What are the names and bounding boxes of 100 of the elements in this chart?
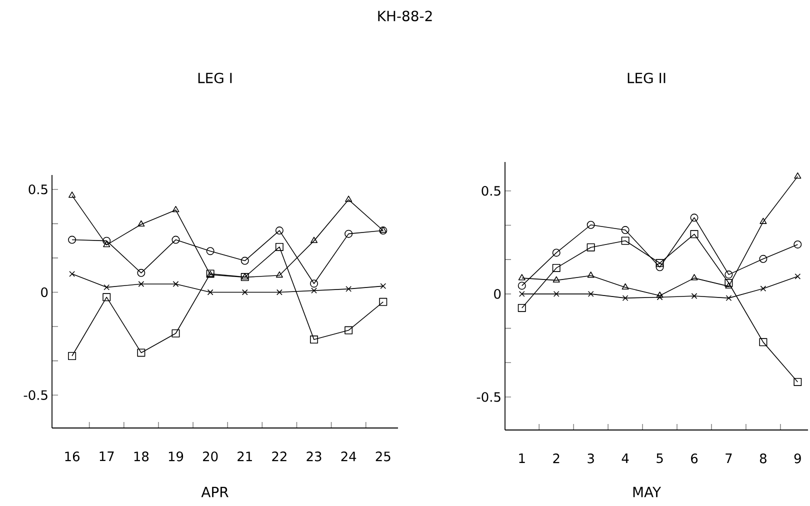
- point: [138, 220, 145, 227]
- point: [552, 264, 560, 272]
- point: [656, 292, 664, 298]
- point: [794, 172, 802, 179]
- point: [552, 248, 560, 257]
- point: [380, 283, 386, 290]
- point: [553, 290, 560, 297]
- point: [172, 236, 180, 244]
- point: [759, 254, 768, 263]
- point: [172, 206, 180, 212]
- x-tick-label: 9: [794, 454, 801, 464]
- point: [380, 226, 387, 233]
- point: [622, 295, 628, 302]
- point: [552, 276, 560, 283]
- point: [344, 230, 353, 238]
- point: [518, 274, 526, 280]
- point: [102, 293, 111, 302]
- x-tick-label: 25: [376, 452, 390, 462]
- y-tick-label: -0.5: [24, 390, 48, 400]
- point: [172, 329, 180, 338]
- point: [275, 226, 284, 235]
- x-tick-label: 16: [65, 452, 80, 462]
- x-tick-label: 1: [519, 454, 525, 463]
- point: [138, 281, 144, 287]
- point: [311, 288, 317, 294]
- point: [68, 192, 76, 198]
- point: [275, 242, 284, 251]
- point: [346, 286, 352, 292]
- point: [518, 304, 526, 312]
- y-tick-label: 0.5: [28, 184, 48, 194]
- point: [724, 279, 733, 288]
- point: [310, 336, 318, 344]
- point: [759, 338, 768, 346]
- y-tick-label: -0.5: [476, 392, 500, 402]
- chart-title: LEG II: [628, 72, 666, 84]
- point: [794, 240, 802, 248]
- point: [724, 270, 733, 279]
- x-tick-label: 22: [272, 452, 286, 462]
- point: [656, 263, 664, 272]
- point: [690, 230, 698, 238]
- point: [137, 348, 146, 357]
- point: [621, 226, 630, 234]
- point: [586, 243, 595, 252]
- point: [104, 284, 110, 290]
- point: [726, 295, 732, 302]
- point: [344, 326, 353, 334]
- point: [172, 281, 179, 287]
- x-tick-label: 20: [203, 452, 218, 462]
- x-tick-label: 21: [238, 452, 252, 462]
- point: [690, 274, 698, 280]
- point: [207, 289, 214, 296]
- y-tick-label: 0: [41, 287, 48, 298]
- point: [276, 289, 282, 296]
- chart-title: LEG I: [198, 72, 232, 84]
- x-tick-label: 19: [168, 452, 184, 462]
- point: [794, 378, 802, 386]
- point: [621, 236, 630, 245]
- x-tick-label: 23: [306, 452, 322, 462]
- point: [103, 240, 110, 248]
- point: [691, 293, 698, 299]
- point: [240, 256, 249, 265]
- point: [725, 282, 732, 289]
- point: [242, 289, 248, 296]
- x-tick-label: 17: [100, 452, 114, 461]
- x-axis-title: MAY: [633, 486, 662, 498]
- point: [586, 220, 595, 229]
- point: [760, 286, 766, 292]
- point: [588, 290, 594, 297]
- x-tick-label: 8: [760, 454, 766, 464]
- point: [137, 268, 146, 277]
- x-tick-label: 6: [691, 454, 698, 464]
- point: [310, 236, 318, 244]
- y-tick-label: 0.5: [482, 186, 500, 196]
- point: [68, 236, 76, 244]
- x-tick-label: 3: [588, 454, 594, 464]
- point: [656, 259, 664, 268]
- point: [379, 298, 388, 306]
- point: [241, 273, 248, 280]
- point: [345, 196, 352, 202]
- x-tick-label: 4: [622, 454, 629, 463]
- y-tick-label: 0: [494, 289, 501, 299]
- point: [240, 273, 249, 282]
- point: [518, 282, 526, 290]
- x-tick-label: 2: [553, 454, 560, 464]
- point: [276, 271, 283, 278]
- point: [587, 272, 594, 278]
- x-tick-label: 7: [726, 454, 732, 463]
- point: [102, 236, 111, 245]
- point: [69, 270, 75, 277]
- point: [794, 273, 801, 280]
- point: [379, 226, 388, 235]
- point: [310, 280, 318, 288]
- x-axis-title: APR: [201, 486, 228, 498]
- point: [690, 214, 698, 222]
- x-tick-label: 5: [656, 454, 663, 464]
- point: [206, 247, 214, 256]
- text: KH-88-2: [378, 10, 432, 22]
- point: [68, 352, 76, 360]
- point: [760, 218, 767, 224]
- point: [518, 290, 525, 297]
